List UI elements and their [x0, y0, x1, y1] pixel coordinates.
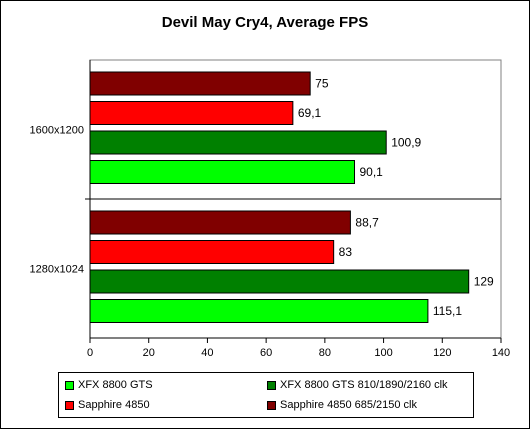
chart-legend: XFX 8800 GTS XFX 8800 GTS 810/1890/2160 …	[58, 372, 474, 418]
data-label: 88,7	[355, 216, 379, 230]
legend-label: Sapphire 4850	[78, 399, 150, 411]
x-tick-label: 120	[433, 347, 451, 359]
category-label: 1600x1200	[30, 125, 84, 137]
x-tick-label: 60	[260, 347, 272, 359]
legend-label: XFX 8800 GTS	[78, 379, 153, 391]
legend-label: XFX 8800 GTS 810/1890/2160 clk	[280, 379, 448, 391]
data-label: 83	[339, 245, 353, 259]
data-label: 90,1	[360, 165, 384, 179]
bar	[89, 240, 335, 264]
x-tick-label: 40	[201, 347, 213, 359]
bar	[89, 210, 351, 235]
legend-item-xfx-8800-gts: XFX 8800 GTS	[65, 379, 153, 391]
bar	[89, 160, 356, 184]
data-label: 115,1	[433, 304, 462, 318]
data-label: 129	[474, 275, 494, 289]
category-label: 1280x1024	[30, 264, 84, 276]
legend-item-sapphire-4850: Sapphire 4850	[65, 399, 150, 411]
bar	[89, 101, 294, 125]
legend-item-sapphire-4850-oc: Sapphire 4850 685/2150 clk	[267, 399, 417, 411]
x-tick-label: 140	[492, 347, 510, 359]
chart-title: Devil May Cry4, Average FPS	[161, 14, 369, 31]
legend-label: Sapphire 4850 685/2150 clk	[280, 399, 417, 411]
legend-swatch-icon	[65, 380, 74, 390]
bar	[89, 71, 311, 96]
bar	[89, 269, 470, 294]
x-tick-label: 0	[87, 347, 93, 359]
x-tick-label: 20	[143, 347, 155, 359]
legend-swatch-icon	[65, 400, 74, 410]
x-tick-label: 100	[374, 347, 392, 359]
bar	[89, 130, 387, 155]
data-label: 75	[315, 77, 329, 91]
legend-swatch-icon	[267, 400, 276, 410]
data-label: 100,9	[391, 136, 421, 150]
legend-swatch-icon	[267, 380, 276, 390]
bar	[89, 299, 429, 323]
data-label: 69,1	[298, 106, 322, 120]
x-tick-label: 80	[319, 347, 331, 359]
legend-item-xfx-8800-gts-oc: XFX 8800 GTS 810/1890/2160 clk	[267, 379, 448, 391]
